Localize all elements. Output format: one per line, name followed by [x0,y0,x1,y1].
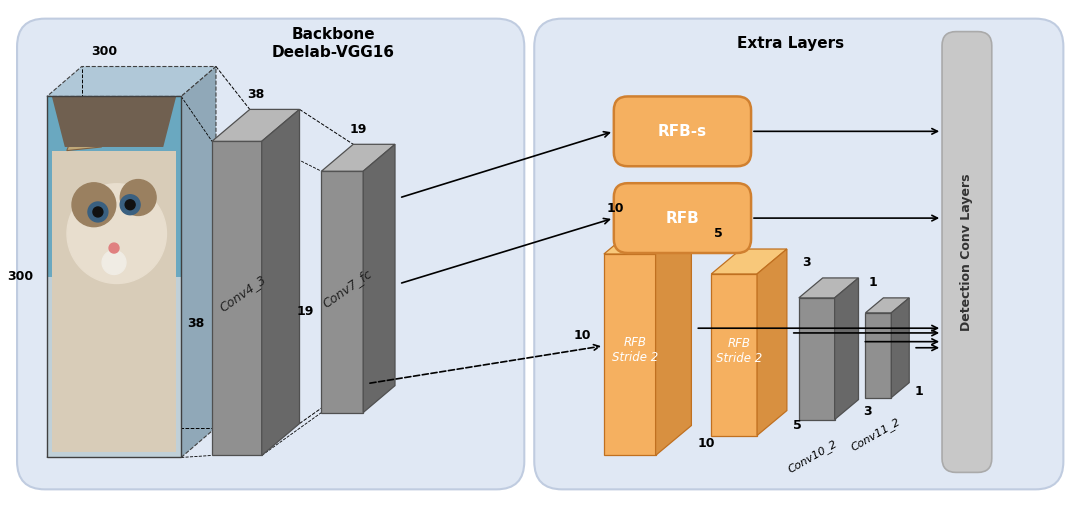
Text: 5: 5 [715,227,723,240]
Polygon shape [262,109,300,456]
Circle shape [67,184,166,283]
Polygon shape [655,224,691,456]
Polygon shape [604,224,691,254]
Circle shape [102,250,126,274]
Text: 19: 19 [349,123,367,136]
Text: Detection Conv Layers: Detection Conv Layers [960,173,973,331]
Text: 38: 38 [247,88,264,102]
Circle shape [125,200,135,210]
Text: RFB
Stride 2: RFB Stride 2 [612,336,659,364]
Text: Conv11_2: Conv11_2 [849,416,902,453]
Polygon shape [52,97,176,147]
Circle shape [121,179,156,215]
Polygon shape [212,109,300,141]
Text: Backbone
Deelab-VGG16: Backbone Deelab-VGG16 [272,27,395,60]
Circle shape [93,207,102,217]
Polygon shape [46,277,181,457]
Text: 5: 5 [792,419,802,432]
Polygon shape [892,298,909,398]
FancyBboxPatch shape [535,19,1063,489]
Text: 3: 3 [802,256,811,269]
Circle shape [120,195,140,215]
Text: 300: 300 [6,270,33,283]
Polygon shape [46,97,181,277]
Polygon shape [114,100,147,143]
Polygon shape [212,141,262,456]
Polygon shape [321,171,363,412]
Text: RFB: RFB [665,211,700,226]
Text: 38: 38 [186,317,204,330]
Text: 10: 10 [607,202,624,215]
Polygon shape [866,298,909,313]
Text: RFB
Stride 2: RFB Stride 2 [716,337,762,365]
Polygon shape [757,249,787,435]
Text: Conv4_3: Conv4_3 [217,273,268,314]
Polygon shape [799,278,858,298]
Polygon shape [866,313,892,398]
Text: 300: 300 [92,45,118,57]
Text: 1: 1 [869,276,877,289]
Text: RFB-s: RFB-s [658,124,707,139]
Polygon shape [799,298,834,420]
Polygon shape [67,104,101,150]
FancyBboxPatch shape [942,31,992,472]
FancyBboxPatch shape [17,19,524,489]
Text: Conv7_fc: Conv7_fc [320,266,374,309]
Polygon shape [181,67,216,457]
Text: 19: 19 [296,305,314,318]
Circle shape [109,243,119,253]
Circle shape [88,202,108,222]
FancyBboxPatch shape [613,97,751,166]
Text: Extra Layers: Extra Layers [737,36,844,51]
Text: 10: 10 [573,329,591,342]
Polygon shape [834,278,858,420]
FancyBboxPatch shape [613,183,751,253]
Text: 10: 10 [697,437,715,450]
Polygon shape [711,274,757,435]
Text: 3: 3 [863,405,872,418]
Text: Conv10_2: Conv10_2 [787,437,840,474]
Polygon shape [321,144,395,171]
Polygon shape [52,150,176,453]
Polygon shape [363,144,395,412]
Circle shape [72,183,115,227]
Text: 1: 1 [914,385,923,398]
Polygon shape [711,249,787,274]
Polygon shape [604,254,655,456]
Polygon shape [46,67,216,97]
